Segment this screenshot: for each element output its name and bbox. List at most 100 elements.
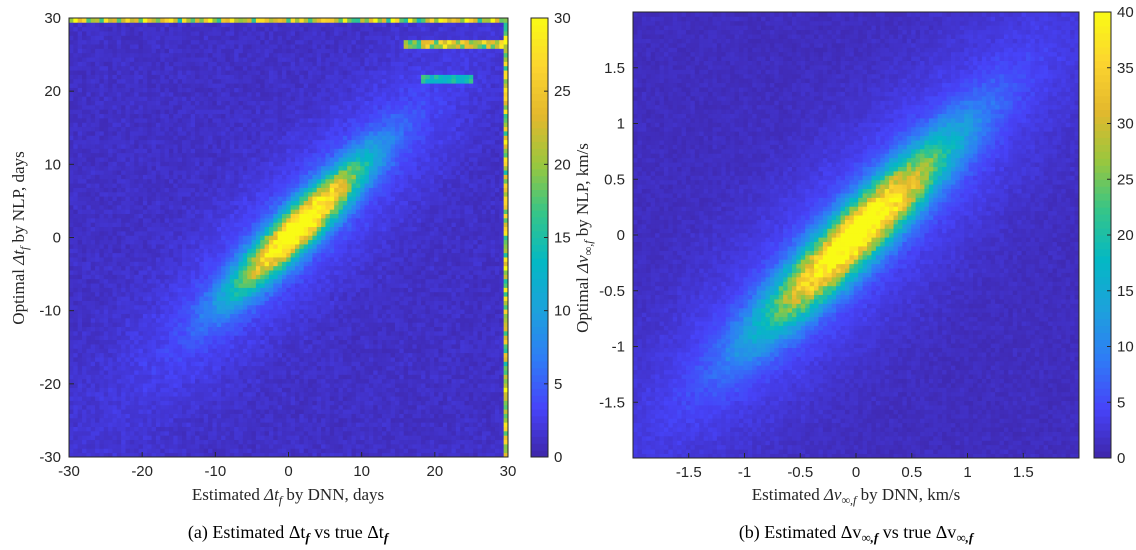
heatmap-cell — [90, 239, 96, 245]
heatmap-cell — [242, 48, 248, 54]
heatmap-cell — [203, 404, 209, 410]
heatmap-cell — [173, 191, 179, 197]
heatmap-cell — [116, 57, 122, 62]
heatmap-cell — [142, 426, 148, 432]
heatmap-cell — [147, 265, 152, 271]
heatmap-cell — [160, 196, 166, 201]
heatmap-cell — [168, 35, 174, 41]
heatmap-cell — [216, 383, 222, 388]
heatmap-cell — [73, 74, 79, 80]
heatmap-cell — [277, 300, 283, 306]
heatmap-cell — [155, 135, 161, 141]
heatmap-cell — [255, 191, 261, 197]
heatmap-cell — [203, 413, 209, 419]
heatmap-cell — [142, 91, 148, 97]
heatmap-cell — [260, 365, 265, 371]
heatmap-cell — [186, 200, 192, 206]
heatmap-cell — [264, 165, 270, 171]
heatmap-cell — [82, 165, 87, 171]
heatmap-cell — [260, 196, 265, 201]
heatmap-cell — [168, 213, 174, 219]
heatmap-cell — [164, 361, 170, 367]
heatmap-cell — [277, 126, 283, 132]
heatmap-cell — [164, 365, 170, 371]
heatmap-cell — [234, 122, 239, 128]
heatmap-cell — [103, 87, 109, 93]
heatmap-cell — [268, 48, 274, 54]
heatmap-cell — [225, 426, 231, 432]
heatmap-cell — [229, 165, 235, 171]
heatmap-cell — [108, 109, 113, 115]
heatmap-cell — [160, 113, 166, 119]
heatmap-cell — [242, 430, 248, 436]
heatmap-cell — [147, 422, 152, 427]
heatmap-cell — [160, 335, 166, 341]
heatmap-cell — [116, 35, 122, 41]
heatmap-cell — [168, 322, 174, 328]
heatmap-cell — [151, 435, 157, 441]
heatmap-cell — [251, 357, 257, 362]
heatmap-cell — [95, 287, 100, 293]
heatmap-cell — [82, 131, 87, 136]
heatmap-cell — [273, 113, 279, 119]
heatmap-cell — [234, 200, 239, 206]
heatmap-cell — [247, 443, 252, 449]
heatmap-cell — [190, 244, 196, 249]
heatmap-cell — [229, 335, 235, 341]
heatmap-cell — [168, 357, 174, 362]
heatmap-cell — [108, 52, 113, 58]
heatmap-cell — [212, 326, 218, 332]
heatmap-cell — [108, 135, 113, 141]
heatmap-cell — [177, 61, 183, 67]
heatmap-cell — [255, 257, 261, 262]
heatmap-cell — [212, 404, 218, 410]
heatmap-cell — [99, 235, 105, 241]
heatmap-cell — [121, 109, 126, 115]
heatmap-cell — [108, 304, 113, 310]
heatmap-cell — [273, 61, 279, 67]
heatmap-cell — [225, 44, 231, 49]
heatmap-cell — [277, 313, 283, 319]
heatmap-cell — [199, 52, 205, 58]
heatmap-cell — [90, 326, 96, 332]
heatmap-cell — [190, 339, 196, 345]
heatmap-cell — [203, 191, 209, 197]
heatmap-cell — [264, 443, 270, 449]
heatmap-cell — [242, 187, 248, 193]
heatmap-cell — [268, 435, 274, 441]
heatmap-cell — [73, 261, 79, 267]
heatmap-cell — [147, 83, 152, 88]
heatmap-cell — [208, 239, 213, 245]
heatmap-cell — [142, 317, 148, 323]
heatmap-cell — [199, 109, 205, 115]
heatmap-cell — [182, 317, 187, 323]
heatmap-cell — [186, 374, 192, 380]
heatmap-cell — [73, 396, 79, 401]
heatmap-cell — [212, 296, 218, 301]
heatmap-cell — [255, 248, 261, 254]
heatmap-cell — [112, 443, 118, 449]
heatmap-cell — [268, 183, 274, 188]
heatmap-cell — [173, 326, 179, 332]
heatmap-cell — [138, 187, 144, 193]
heatmap-cell — [190, 165, 196, 171]
heatmap-cell — [238, 304, 244, 310]
heatmap-cell — [208, 300, 213, 306]
heatmap-cell — [77, 417, 83, 423]
heatmap-cell — [195, 78, 200, 84]
heatmap-cell — [229, 187, 235, 193]
heatmap-cell — [251, 296, 257, 301]
heatmap-cell — [69, 239, 74, 245]
heatmap-cell — [108, 365, 113, 371]
heatmap-cell — [242, 304, 248, 310]
heatmap-cell — [134, 291, 139, 297]
heatmap-cell — [138, 209, 144, 214]
heatmap-cell — [147, 61, 152, 67]
heatmap-cell — [195, 322, 200, 328]
heatmap-cell — [95, 18, 100, 23]
heatmap-cell — [225, 200, 231, 206]
heatmap-cell — [151, 274, 157, 280]
heatmap-cell — [255, 96, 261, 101]
heatmap-cell — [268, 391, 274, 397]
heatmap-cell — [255, 304, 261, 310]
